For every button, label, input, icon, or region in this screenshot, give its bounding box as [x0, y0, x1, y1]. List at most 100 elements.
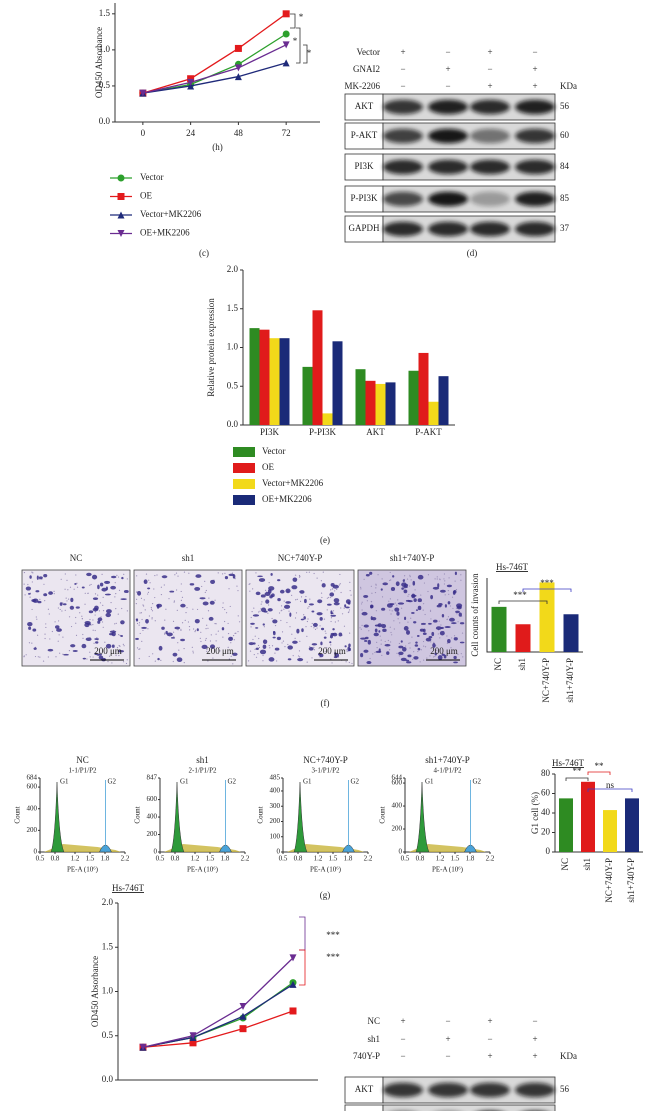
pore — [175, 589, 178, 591]
pore — [305, 595, 307, 598]
blot-band — [470, 159, 510, 175]
pore — [251, 611, 253, 613]
y-tick-label: 1.5 — [227, 303, 239, 313]
pore — [413, 651, 415, 653]
flow-subtitle: 4-1/P1/P2 — [433, 767, 462, 775]
cell — [382, 582, 389, 586]
pore — [267, 612, 269, 614]
cell — [296, 628, 300, 634]
pore — [316, 577, 318, 579]
blot-row-label: 740Y-P — [353, 1051, 380, 1061]
pore — [377, 574, 379, 576]
cell — [262, 623, 265, 626]
cell — [451, 622, 457, 625]
pore — [375, 610, 377, 612]
pore — [345, 661, 347, 663]
pore — [214, 622, 216, 625]
axis — [159, 778, 245, 853]
pore — [309, 646, 311, 648]
pore — [284, 646, 286, 648]
cell — [345, 599, 351, 604]
axis — [282, 778, 368, 853]
x-tick-label: NC+740Y-P — [604, 858, 614, 903]
pore — [307, 618, 309, 620]
cell — [437, 655, 443, 660]
pore — [436, 649, 438, 651]
point — [289, 1007, 297, 1015]
pore — [173, 601, 175, 603]
pore — [118, 634, 120, 636]
pore — [208, 597, 210, 599]
pore — [348, 661, 350, 664]
x-tick-label: 1.5 — [451, 855, 460, 863]
cell — [459, 622, 465, 625]
pore — [53, 593, 55, 595]
pore — [410, 579, 412, 581]
cell — [111, 644, 115, 648]
y-tick-label: 2.0 — [227, 264, 239, 274]
cell — [147, 587, 151, 590]
blot-label-box — [344, 185, 384, 213]
legend-label: OE — [140, 191, 152, 201]
pore — [67, 589, 69, 591]
point — [282, 59, 290, 67]
significance-bracket — [565, 777, 589, 781]
pore — [165, 608, 167, 610]
pore — [181, 622, 184, 624]
cell — [371, 617, 377, 621]
pore — [180, 583, 182, 585]
cell — [415, 609, 419, 612]
pore — [292, 655, 294, 657]
pore — [227, 632, 230, 635]
pore — [57, 607, 59, 609]
pore — [149, 582, 151, 584]
point — [139, 1043, 147, 1051]
cell — [327, 603, 332, 606]
pore — [140, 612, 143, 614]
y-tick-label: 0.0 — [227, 419, 239, 429]
x-tick-label: 1.8 — [344, 855, 353, 863]
chart-title: Hs-746T — [112, 883, 144, 893]
cell — [404, 616, 407, 621]
pore — [61, 610, 63, 612]
cell — [94, 605, 99, 611]
micrograph-label: sh1 — [182, 553, 195, 563]
bar — [365, 380, 376, 425]
pore — [237, 631, 239, 633]
pore — [437, 633, 439, 635]
cell — [104, 580, 111, 585]
significance-bracket — [587, 788, 633, 792]
cell — [386, 651, 390, 655]
blot-band — [428, 1082, 468, 1098]
pore — [122, 661, 125, 663]
pore — [102, 604, 104, 606]
point — [187, 82, 195, 90]
pore — [232, 635, 235, 637]
cell — [92, 597, 99, 601]
cell — [195, 574, 202, 578]
pore — [141, 640, 143, 642]
pore — [188, 625, 191, 628]
pore — [331, 662, 333, 664]
pore — [164, 619, 166, 621]
y-tick-label: 0 — [277, 848, 281, 856]
pore — [409, 585, 411, 587]
pore — [286, 621, 288, 624]
cell — [338, 632, 343, 637]
pore — [222, 606, 224, 609]
pore — [430, 618, 432, 620]
y-tick-label: 600 — [147, 795, 158, 803]
pore — [429, 655, 431, 657]
pore — [64, 588, 66, 590]
pore — [346, 650, 348, 653]
blot-label-box — [344, 93, 384, 121]
cell — [287, 645, 293, 650]
cell — [161, 575, 168, 579]
pore — [185, 612, 187, 614]
cell — [413, 656, 419, 660]
y-tick-label: 1.5 — [99, 8, 111, 18]
pore — [192, 608, 194, 610]
pore — [64, 609, 66, 611]
blot-row-label: GNAI2 — [353, 64, 380, 74]
pore — [79, 612, 81, 614]
